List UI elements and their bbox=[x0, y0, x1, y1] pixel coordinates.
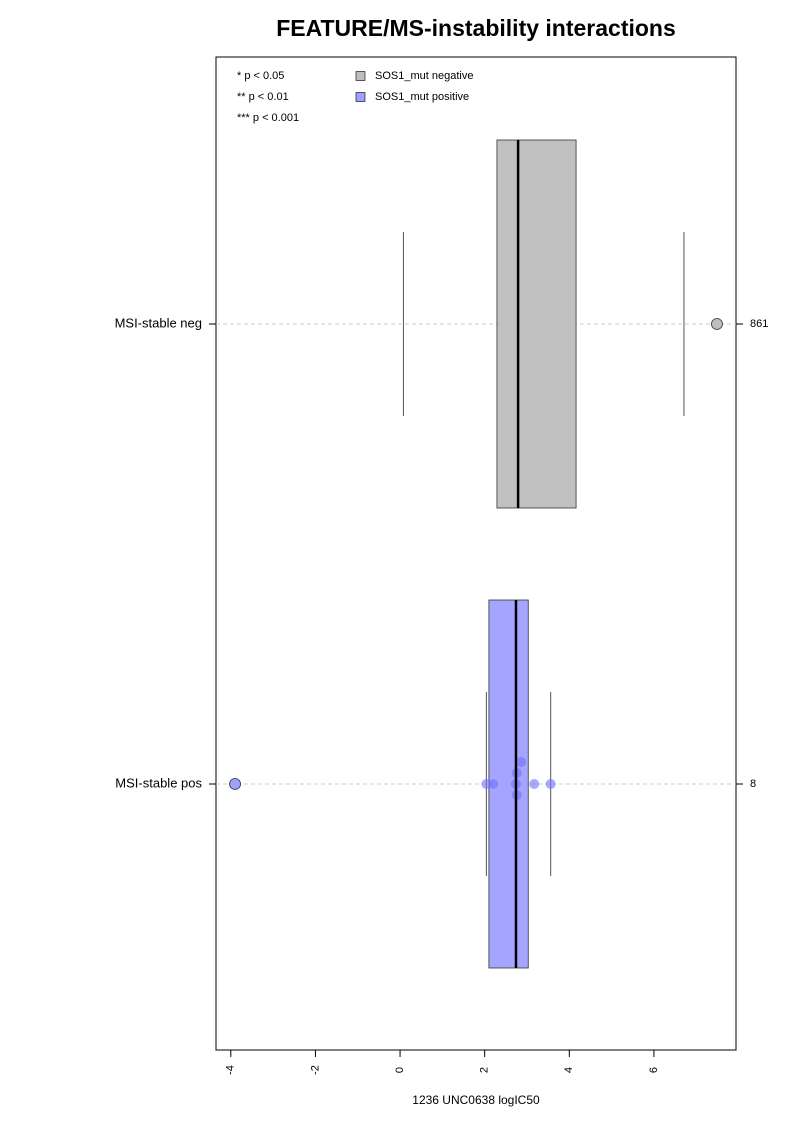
legend-swatch bbox=[355, 71, 366, 81]
legend-note: * p < 0.05 bbox=[237, 70, 284, 82]
count-label: 861 bbox=[750, 318, 768, 330]
legend-note: ** p < 0.01 bbox=[237, 91, 289, 103]
x-tick-label: -2 bbox=[309, 1065, 321, 1075]
x-axis-label: 1236 UNC0638 logIC50 bbox=[412, 1093, 540, 1107]
box bbox=[496, 139, 577, 509]
legend-label: SOS1_mut positive bbox=[375, 91, 469, 103]
y-tick-label: MSI-stable pos bbox=[115, 775, 202, 790]
x-tick-label: 0 bbox=[394, 1067, 406, 1073]
legend-swatch bbox=[355, 92, 366, 102]
plot-frame bbox=[215, 56, 737, 1051]
x-tick-label: 6 bbox=[648, 1067, 660, 1073]
x-tick-label: -4 bbox=[225, 1065, 237, 1075]
count-label: 8 bbox=[750, 778, 756, 790]
outlier bbox=[229, 778, 241, 790]
data-point bbox=[529, 779, 540, 789]
legend-label: SOS1_mut negative bbox=[375, 70, 473, 82]
legend-note: *** p < 0.001 bbox=[237, 112, 299, 124]
y-tick-label: MSI-stable neg bbox=[115, 315, 202, 330]
x-tick-label: 2 bbox=[479, 1067, 491, 1073]
data-point bbox=[516, 757, 527, 767]
x-tick-label: 4 bbox=[563, 1067, 575, 1073]
data-point bbox=[488, 779, 499, 789]
chart-title: FEATURE/MS-instability interactions bbox=[276, 15, 676, 41]
data-point bbox=[545, 779, 556, 789]
outlier bbox=[711, 318, 723, 330]
